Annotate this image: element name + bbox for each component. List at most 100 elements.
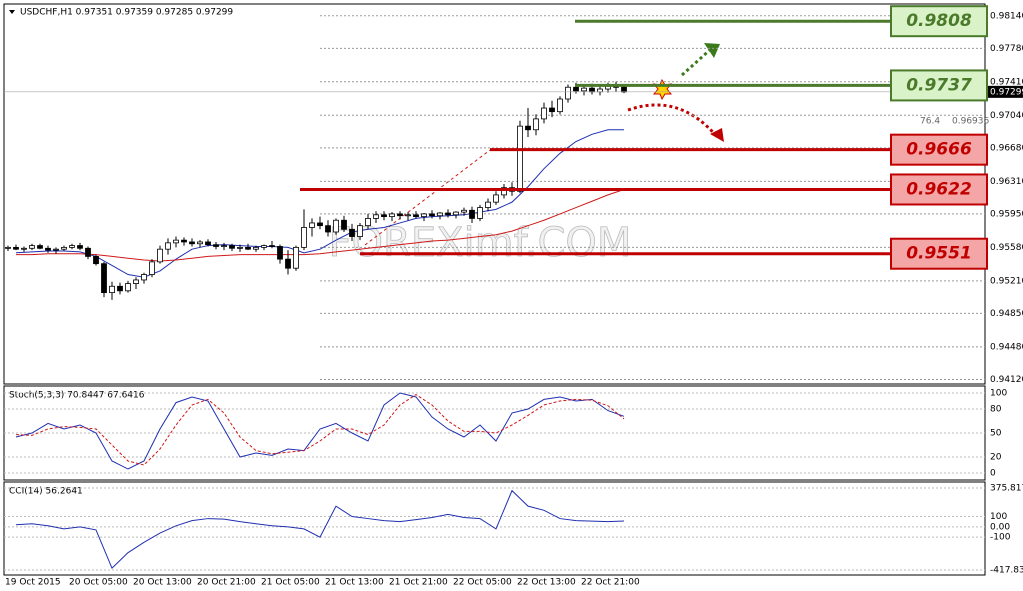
candle-body [165,242,171,250]
candle-body [541,107,547,120]
current-price-box [987,85,1023,98]
candle-body [429,213,435,217]
level-box [890,133,988,166]
candle-body [125,283,131,292]
candle-body [237,246,243,249]
candle-body [405,214,411,217]
level-label: 0.9808 [906,11,972,31]
stochastic-line [15,394,625,466]
candle-body [533,118,539,131]
moving-average [15,129,624,278]
candle-body [349,228,355,237]
candle-body [485,201,491,208]
indicator-tick: 100 [990,512,1007,522]
candle-body [221,245,227,247]
candle-body [261,245,267,248]
indicator-tick: -100 [990,533,1011,543]
price-label: 0.94120 [990,375,1023,385]
candle-body [389,213,395,218]
candle-body [213,244,219,247]
candle-body [285,258,291,269]
level-label: 0.9737 [906,75,972,95]
candle-body [133,279,139,284]
candle-body [557,98,563,113]
moving-average [16,189,625,262]
candle-body [229,245,235,249]
candle-body [573,86,579,92]
candle-body [197,241,203,245]
level-label: 0.9622 [906,179,972,199]
candle-body [549,107,555,113]
candle-body [29,245,35,249]
candle-body [581,87,587,92]
candle-body [93,256,99,265]
level-box [890,237,988,270]
level-box [890,5,988,38]
candle-body [565,86,571,100]
candle-body [21,247,27,250]
candle-body [5,246,11,249]
candle-body [469,209,475,219]
candle-body [517,125,523,192]
candle-body [293,246,299,269]
down-arrow-head [710,128,724,142]
candle-body [413,214,419,218]
candle-body [453,211,459,216]
level-label: 0.9666 [906,140,972,160]
time-label: 22 Oct 21:00 [581,578,640,588]
candle-body [421,213,427,218]
candle-body [77,245,83,249]
candle-body [53,248,59,251]
time-label: 20 Oct 21:00 [197,578,256,588]
candle-body [37,245,43,249]
candle-body [13,246,19,250]
candle-body [381,214,387,218]
time-label: 20 Oct 13:00 [133,578,192,588]
indicator-tick: -417.831 [990,566,1023,576]
candle-body [309,222,315,228]
stochastic-line [15,392,625,470]
candle-body [357,225,363,237]
time-label: 20 Oct 05:00 [69,578,128,588]
cci-line [15,489,625,570]
indicator-tick: 0.00 [990,522,1010,532]
down-arrow [627,103,720,139]
candle-body [525,125,531,131]
candle-body [589,87,595,93]
indicator-tick: 375.817 [990,484,1023,494]
candle-body [493,194,499,203]
cci-label: CCI(14) 56.2641 [9,487,83,497]
level-box [890,69,988,102]
time-label: 21 Oct 21:00 [389,578,448,588]
candle-body [269,245,275,247]
candle-body [597,88,603,93]
indicator-tick: 0 [990,469,996,479]
candle-body [621,86,627,93]
candle-body [173,239,179,244]
candle-body [85,247,91,257]
candle-body [101,263,107,294]
candle-body [141,274,147,281]
fib-level: 76.4 [920,117,940,127]
candle-body [325,225,331,233]
candle-body [117,285,123,292]
candle-body [373,214,379,219]
trend-line [364,149,491,246]
menu-arrow [9,10,15,14]
candle-body [69,245,75,248]
candle-body [45,247,51,251]
candle-body [181,239,187,243]
indicator-tick: 80 [990,405,1002,415]
candle-body [189,241,195,245]
candle-body [61,246,67,250]
candle-body [365,218,371,227]
